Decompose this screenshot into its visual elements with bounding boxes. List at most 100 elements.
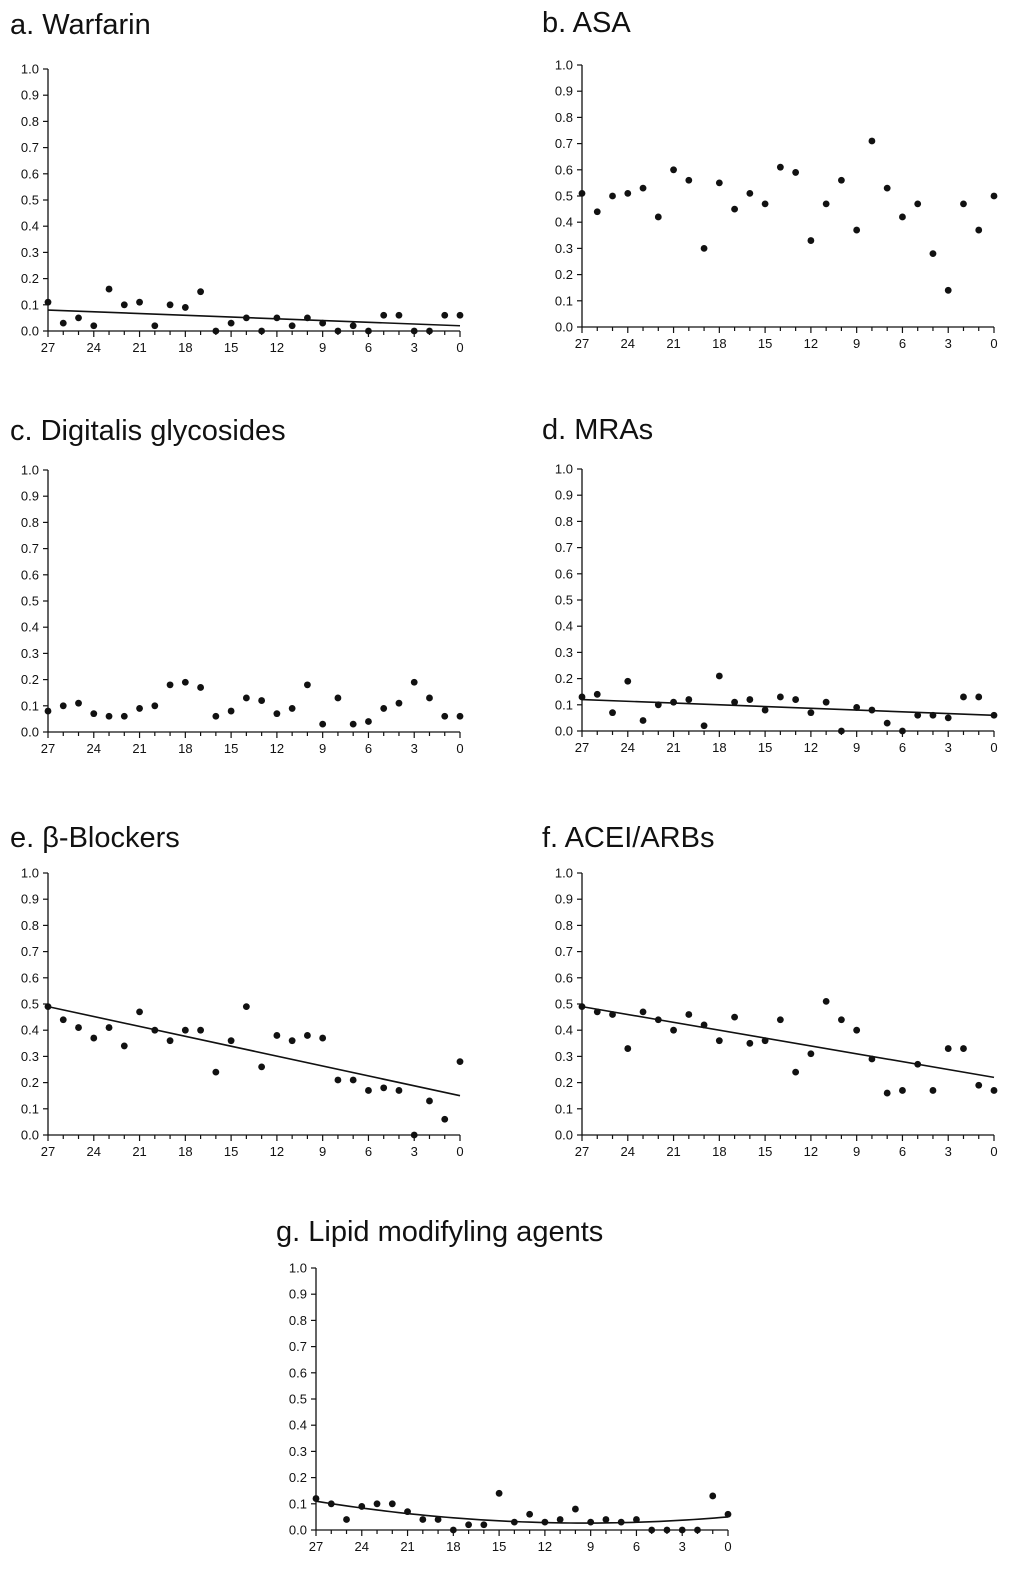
data-point-b xyxy=(761,200,769,208)
x-tick-label-d: 15 xyxy=(758,740,772,755)
plot-area-e: 0.0 0.1 0.2 0.3 0.4 0.5 0.6 0.7 0.8 0.9 1.0 27 24 21 1… xyxy=(21,866,464,1160)
data-point-g xyxy=(587,1518,595,1526)
data-point-f xyxy=(899,1087,906,1094)
data-point-a xyxy=(197,288,204,296)
data-point-d xyxy=(578,693,586,701)
x-tick-label-c: 15 xyxy=(224,741,238,756)
data-point-a xyxy=(456,311,464,319)
y-tick-label-b: 0.5 xyxy=(555,189,573,204)
data-point-a xyxy=(120,301,128,309)
data-point-b xyxy=(883,184,891,192)
x-tick-label-b: 6 xyxy=(899,336,906,351)
data-point-c xyxy=(181,678,189,686)
data-point-d xyxy=(776,693,784,701)
panel-title-d: d. MRAs xyxy=(542,414,653,446)
data-point-c xyxy=(258,697,266,704)
data-point-d xyxy=(609,709,616,717)
data-point-g xyxy=(404,1508,411,1516)
y-tick-label-f: 0.4 xyxy=(555,1023,573,1038)
panel-title-c: c. Digitalis glycosides xyxy=(10,415,286,447)
y-tick-label-e: 0.5 xyxy=(21,997,39,1012)
data-point-b xyxy=(654,213,662,221)
data-point-b xyxy=(838,176,845,184)
x-tick-label-g: 12 xyxy=(538,1539,552,1554)
data-point-g xyxy=(617,1518,625,1526)
x-tick-label-f: 21 xyxy=(666,1144,680,1159)
y-tick-label-f: 0.8 xyxy=(555,918,573,933)
x-tick-label-b: 18 xyxy=(712,336,726,351)
panel-f: f. ACEI/ARBs 0.0 0.1 0.2 0.3 0.4 0.5 0.6 0.7 0.8… xyxy=(542,822,998,1159)
x-tick-label-a: 6 xyxy=(365,340,372,355)
data-point-b xyxy=(731,205,738,213)
data-point-g xyxy=(648,1526,656,1534)
data-point-b xyxy=(593,208,601,216)
y-tick-label-c: 0.1 xyxy=(21,698,39,713)
y-tick-label-g: 0.5 xyxy=(289,1392,307,1407)
x-tick-label-c: 9 xyxy=(319,741,326,756)
y-tick-label-f: 0.6 xyxy=(555,970,573,985)
data-point-f xyxy=(914,1060,922,1068)
data-point-a xyxy=(44,298,52,306)
data-point-b xyxy=(700,245,708,252)
y-tick-label-c: 0.7 xyxy=(21,541,39,556)
y-tick-label-d: 0.4 xyxy=(555,619,573,634)
y-tick-label-d: 0.9 xyxy=(555,488,573,503)
data-point-c xyxy=(304,681,311,689)
x-tick-label-e: 15 xyxy=(224,1144,238,1159)
x-tick-label-c: 24 xyxy=(87,741,101,756)
x-tick-label-d: 6 xyxy=(899,740,906,755)
data-point-d xyxy=(960,693,967,701)
data-point-d xyxy=(746,696,754,703)
x-tick-label-g: 18 xyxy=(446,1539,460,1554)
data-point-e xyxy=(304,1032,311,1039)
data-point-c xyxy=(349,720,357,728)
data-point-b xyxy=(685,176,693,184)
panel-title-f: f. ACEI/ARBs xyxy=(542,822,714,854)
data-point-a xyxy=(441,311,449,319)
x-tick-label-c: 12 xyxy=(270,741,284,756)
y-tick-label-f: 0.5 xyxy=(555,997,573,1012)
y-tick-label-e: 0.6 xyxy=(21,970,39,985)
x-tick-label-c: 0 xyxy=(456,741,463,756)
y-tick-label-b: 0.1 xyxy=(555,293,573,308)
data-point-f xyxy=(853,1026,861,1034)
y-tick-label-a: 0.5 xyxy=(21,193,39,208)
data-point-g xyxy=(663,1526,671,1534)
data-point-b xyxy=(944,286,952,294)
data-point-a xyxy=(273,314,281,322)
data-point-a xyxy=(90,322,98,330)
x-tick-label-a: 15 xyxy=(224,340,238,355)
y-tick-label-d: 0.7 xyxy=(555,540,573,555)
x-tick-label-f: 6 xyxy=(899,1144,906,1159)
data-point-c xyxy=(212,712,220,720)
data-point-d xyxy=(914,711,922,719)
data-point-e xyxy=(456,1058,464,1066)
data-point-e xyxy=(441,1115,449,1123)
data-point-d xyxy=(731,698,738,706)
x-tick-label-e: 9 xyxy=(319,1144,326,1159)
data-point-e xyxy=(120,1042,128,1050)
x-tick-label-d: 9 xyxy=(853,740,860,755)
y-tick-label-d: 0.0 xyxy=(555,724,573,739)
data-point-a xyxy=(380,311,388,319)
x-tick-label-e: 27 xyxy=(41,1144,55,1159)
panel-c: c. Digitalis glycosides 0.00.10.20.30.40… xyxy=(10,415,464,756)
y-tick-label-a: 0.1 xyxy=(21,297,39,312)
data-point-f xyxy=(593,1008,601,1016)
data-point-b xyxy=(853,226,861,234)
x-tick-label-d: 3 xyxy=(945,740,952,755)
data-point-c xyxy=(227,707,235,715)
data-point-c xyxy=(120,712,128,720)
data-point-g xyxy=(694,1526,701,1534)
data-point-b xyxy=(975,226,983,234)
x-tick-label-c: 3 xyxy=(411,741,418,756)
data-point-a xyxy=(227,319,235,327)
y-tick-label-e: 0.0 xyxy=(21,1128,39,1143)
y-tick-label-a: 0.0 xyxy=(21,324,39,339)
y-tick-label-d: 0.5 xyxy=(555,593,573,608)
data-point-c xyxy=(319,720,327,728)
data-point-c xyxy=(456,712,464,720)
y-tick-label-a: 0.8 xyxy=(21,114,39,129)
y-tick-label-b: 0.7 xyxy=(555,136,573,151)
data-point-b xyxy=(624,189,632,197)
